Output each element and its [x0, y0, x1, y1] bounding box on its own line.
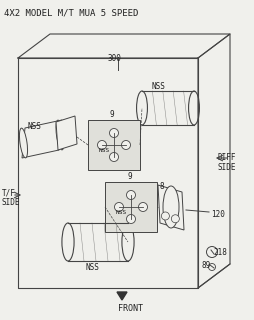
Circle shape	[126, 214, 135, 223]
Text: DIFF: DIFF	[217, 153, 235, 162]
Text: 89: 89	[202, 261, 211, 270]
Circle shape	[207, 246, 217, 258]
Text: NSS: NSS	[99, 148, 110, 153]
Text: 8: 8	[160, 182, 165, 191]
FancyBboxPatch shape	[105, 182, 157, 232]
Circle shape	[126, 190, 135, 199]
Text: SIDE: SIDE	[2, 198, 21, 207]
Text: NSS: NSS	[152, 82, 166, 91]
Ellipse shape	[188, 91, 199, 125]
Circle shape	[209, 263, 215, 270]
Text: T/F: T/F	[2, 188, 16, 197]
Circle shape	[171, 215, 179, 223]
Ellipse shape	[122, 223, 134, 261]
Circle shape	[138, 203, 148, 212]
Ellipse shape	[56, 120, 64, 150]
Polygon shape	[56, 116, 77, 150]
Text: 120: 120	[211, 210, 225, 219]
Text: 4X2 MODEL M/T MUA 5 SPEED: 4X2 MODEL M/T MUA 5 SPEED	[4, 8, 138, 17]
Ellipse shape	[163, 186, 179, 228]
Text: 300: 300	[108, 54, 122, 63]
Polygon shape	[117, 292, 127, 300]
Circle shape	[109, 153, 119, 162]
Polygon shape	[158, 185, 184, 230]
Circle shape	[115, 203, 123, 212]
Text: FRONT: FRONT	[118, 304, 143, 313]
Text: 218: 218	[213, 248, 227, 257]
Text: 9: 9	[110, 110, 115, 119]
Circle shape	[121, 140, 131, 149]
Circle shape	[98, 140, 106, 149]
Text: NSS: NSS	[116, 210, 127, 215]
Text: NSS: NSS	[27, 122, 41, 131]
Polygon shape	[22, 120, 62, 158]
Circle shape	[109, 129, 119, 138]
FancyBboxPatch shape	[88, 120, 140, 170]
Circle shape	[161, 212, 169, 220]
Text: 9: 9	[127, 172, 132, 181]
Text: SIDE: SIDE	[217, 163, 235, 172]
Ellipse shape	[62, 223, 74, 261]
Ellipse shape	[20, 128, 27, 158]
Text: NSS: NSS	[85, 263, 99, 272]
Ellipse shape	[137, 91, 147, 125]
